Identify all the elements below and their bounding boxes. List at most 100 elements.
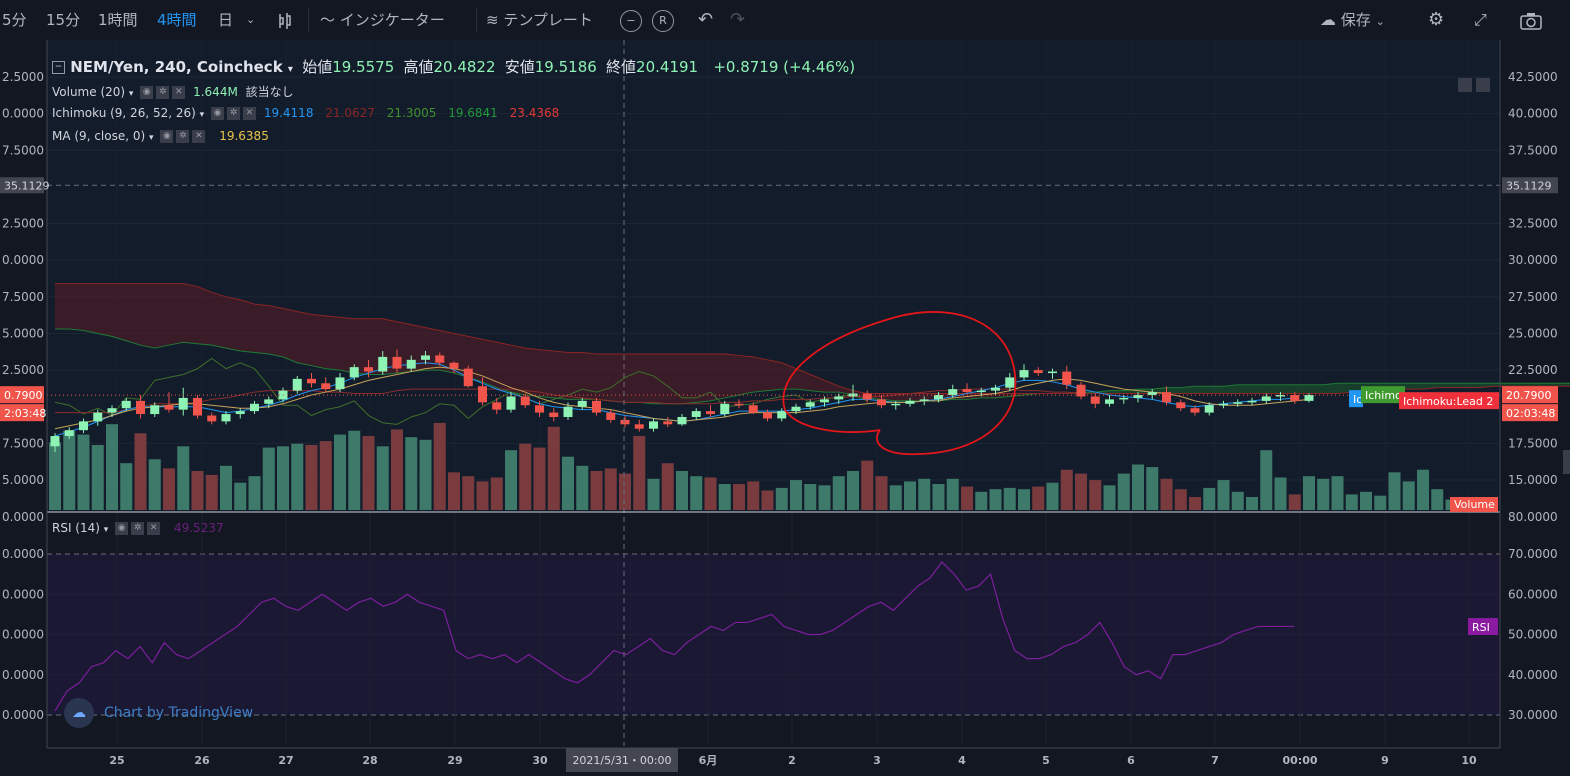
volume-bar-92 (1360, 491, 1372, 510)
cloud-segment-42 (653, 353, 668, 404)
ichimoku-lagging-line (54, 357, 868, 425)
volume-bar-20 (334, 434, 346, 510)
ma-indicator-name[interactable]: MA (9, close, 0) (52, 129, 146, 143)
save-label: 保存 (1340, 11, 1371, 29)
open-value: 19.5575 (332, 58, 395, 76)
ichimoku-visibility-icon[interactable]: ◉ (211, 107, 224, 120)
scrollbar-handle[interactable] (1563, 450, 1570, 474)
candle-body-18 (307, 378, 316, 384)
rsi-dropdown-icon[interactable]: ▾ (103, 525, 109, 535)
price-tick-0: 42.5000 (1508, 70, 1558, 84)
cloud-segment-12 (226, 296, 241, 352)
price-chart[interactable]: 42.500040.000037.500032.500030.000027.50… (0, 40, 1570, 776)
volume-visibility-icon[interactable]: ◉ (140, 86, 154, 99)
interval-1h[interactable]: 1時間 (98, 11, 138, 29)
redo-icon[interactable]: ↷ (730, 9, 746, 30)
ichimoku-tag-long-bg (1399, 392, 1499, 410)
volume-bars (49, 422, 1458, 510)
price-tick-11: 15.0000 (1508, 473, 1558, 487)
volume-settings-icon[interactable]: ✲ (156, 86, 170, 99)
r-button[interactable]: R (652, 0, 674, 40)
settings-gear-icon[interactable]: ⚙ (1428, 9, 1445, 30)
volume-bar-50 (761, 490, 774, 510)
symbol-title[interactable]: NEM/Yen, 240, Coincheck (70, 58, 283, 76)
volume-bar-39 (604, 468, 617, 510)
ichimoku-remove-icon[interactable]: ✕ (243, 107, 256, 120)
candle-body-11 (207, 415, 217, 422)
templates-button[interactable]: ≋ テンプレート (486, 0, 593, 40)
volume-bar-54 (818, 485, 831, 510)
interval-1d[interactable]: 日 (218, 11, 234, 29)
indicator-lines (54, 357, 1310, 437)
interval-15m[interactable]: 15分 (46, 11, 81, 29)
low-label: 安値 (504, 58, 535, 76)
ma-dropdown-icon[interactable]: ▾ (149, 133, 154, 143)
volume-bar-19 (319, 441, 332, 510)
candle-body-15 (264, 399, 274, 404)
candle-body-83 (1233, 402, 1243, 404)
candle-body-85 (1261, 396, 1271, 401)
ichimoku-lead2-value: 23.4368 (509, 106, 560, 120)
rsi-settings-icon[interactable]: ✲ (131, 522, 145, 535)
candle-body-61 (919, 399, 929, 401)
ma-visibility-icon[interactable]: ◉ (160, 130, 174, 143)
rsi-remove-icon[interactable]: ✕ (147, 522, 161, 535)
ma-remove-icon[interactable]: ✕ (192, 130, 206, 143)
symbol-dropdown-icon[interactable]: ▾ (287, 64, 293, 75)
cloud-segment-1 (69, 283, 84, 331)
minus-button[interactable]: − (620, 0, 642, 40)
ichimoku-settings-icon[interactable]: ✲ (227, 107, 240, 120)
scroll-up-icon[interactable] (1476, 78, 1490, 92)
rsi-polyline (54, 561, 1295, 712)
cloud-segment-37 (582, 352, 597, 400)
save-button[interactable]: ☁ 保存 ⌄ (1320, 0, 1385, 40)
cloud-segment-36 (568, 352, 583, 400)
volume-bar-46 (704, 477, 717, 510)
r-icon: R (652, 9, 674, 32)
ichimoku-tag-mid: Ichimo (1365, 389, 1402, 402)
collapse-legend-icon[interactable]: − (52, 61, 65, 74)
volume-bar-34 (533, 447, 546, 510)
left-price-tick-1: 0.0000 (2, 107, 44, 121)
volume-bar-96 (1417, 469, 1429, 510)
candle-body-17 (292, 378, 302, 391)
undo-icon[interactable]: ↶ (698, 9, 714, 30)
cloud-segment-90 (1337, 383, 1352, 394)
tradingview-watermark[interactable]: ☁ Chart by TradingView (64, 698, 253, 728)
chart-type-icon[interactable] (276, 0, 296, 40)
left-price-tick-7: 5.0000 (2, 326, 44, 340)
volume-dropdown-icon[interactable]: ▾ (128, 89, 134, 99)
cloud-segment-47 (724, 353, 739, 398)
candle-body-6 (136, 400, 145, 415)
indicators-button[interactable]: 〜 インジケーター (320, 0, 445, 40)
volume-bar-58 (875, 476, 888, 510)
interval-5m[interactable]: 5分 (2, 11, 27, 29)
rsi-indicator-name[interactable]: RSI (14) (52, 521, 100, 535)
interval-dropdown-icon[interactable]: ⌄ (246, 13, 256, 26)
volume-indicator-name[interactable]: Volume (20) (52, 85, 126, 99)
rsi-tick-4: 40.0000 (1508, 668, 1558, 682)
left-price-tick-5: 0.0000 (2, 253, 44, 267)
ichimoku-dropdown-icon[interactable]: ▾ (199, 110, 205, 120)
time-tick-5: 30 (532, 754, 548, 767)
screenshot-camera-icon[interactable] (1520, 0, 1542, 40)
volume-remove-icon[interactable]: ✕ (172, 86, 186, 99)
time-tick-12: 7 (1211, 754, 1219, 767)
volume-bar-68 (1018, 489, 1030, 510)
fullscreen-icon[interactable]: ⤢ (1474, 10, 1487, 29)
ichimoku-indicator-name[interactable]: Ichimoku (9, 26, 52, 26) (52, 106, 196, 120)
candle-body-5 (121, 400, 131, 409)
cloud-segment-88 (1309, 384, 1324, 394)
interval-4h[interactable]: 4時間 (157, 11, 197, 29)
scroll-down-icon[interactable] (1458, 78, 1472, 92)
crosshair-price-tag-left-bg (0, 177, 44, 194)
ma-legend-row: MA (9, close, 0) ▾ ◉ ✲ ✕ 19.6385 (52, 129, 269, 143)
ma-settings-icon[interactable]: ✲ (176, 130, 190, 143)
candle-body-13 (235, 411, 245, 415)
price-tick-10: 17.5000 (1508, 436, 1558, 450)
rsi-visibility-icon[interactable]: ◉ (115, 522, 129, 535)
candle-body-34 (535, 405, 544, 413)
rsi-axis-tag: RSI (1472, 621, 1490, 634)
candle-body-63 (948, 389, 958, 396)
volume-bar-3 (91, 445, 104, 510)
